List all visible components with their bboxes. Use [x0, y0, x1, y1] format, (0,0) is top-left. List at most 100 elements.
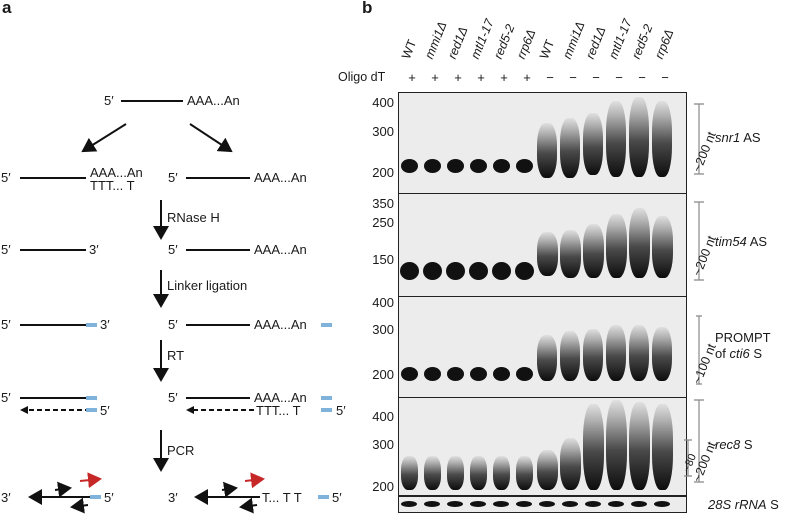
gel-smear	[447, 456, 464, 490]
label-cti6: of cti6 S	[715, 346, 762, 361]
gel-smear	[537, 123, 557, 178]
gel2-tick-bot: 150	[372, 252, 394, 267]
r4-left-linker	[86, 396, 97, 400]
gel-smear	[652, 404, 673, 490]
gel-band	[585, 501, 601, 507]
r5-right-3prime: 3′	[168, 490, 178, 505]
gel4-tick-mid: 300	[372, 437, 394, 452]
r2-right-line	[186, 249, 250, 251]
right-rna-line	[186, 177, 250, 179]
label-28s: 28S rRNA S	[708, 497, 779, 512]
panel-a-label: a	[2, 0, 12, 17]
gel-smear	[629, 402, 650, 490]
r4-left-5prime: 5′	[1, 390, 11, 405]
r4-right-linker	[321, 396, 332, 400]
gel1-tick-top: 400	[372, 95, 394, 110]
left-oligo-dt: TTT... T	[90, 178, 135, 193]
label-tim54-rest: AS	[746, 234, 768, 249]
top-rna-line	[121, 100, 183, 102]
gel-band	[493, 159, 510, 173]
r4-right-polya: AAA...An	[254, 390, 307, 405]
gel-smear	[537, 450, 558, 490]
gel-snr1	[398, 92, 687, 194]
gel-28s	[398, 496, 687, 513]
r3-left-5prime: 5′	[1, 317, 11, 332]
oligo-sign: +	[523, 70, 531, 85]
panel-b-label: b	[362, 0, 373, 17]
r2-left-3prime: 3′	[89, 242, 99, 257]
gel-smear	[652, 216, 673, 278]
gel-smear	[606, 101, 626, 177]
label-tim54: tim54 AS	[715, 234, 767, 249]
label-cti6-of: of	[715, 346, 730, 361]
r5-left-linker	[90, 495, 101, 499]
gel-band	[516, 159, 533, 173]
top-5prime: 5′	[104, 93, 114, 108]
label-28s-rest: S	[766, 497, 779, 512]
gel-band	[470, 159, 487, 173]
gel-band	[424, 159, 441, 173]
gel1-tick-mid: 300	[372, 124, 394, 139]
oligo-dt-label: Oligo dT	[338, 70, 386, 84]
gel-band	[424, 501, 440, 507]
gel-band	[401, 159, 418, 173]
gel-band	[516, 501, 532, 507]
gel-rec8	[398, 397, 687, 496]
step-rnase-h: RNase H	[167, 210, 220, 225]
oligo-sign: −	[569, 70, 577, 85]
gel-smear	[583, 329, 603, 381]
label-prompt: PROMPT	[715, 330, 771, 345]
r2-right-5prime: 5′	[168, 242, 178, 257]
gel4-tick-top: 400	[372, 409, 394, 424]
right-polya: AAA...An	[254, 170, 307, 185]
oligo-sign: +	[431, 70, 439, 85]
gel-smear	[606, 325, 626, 381]
gel-smear	[560, 118, 580, 178]
r4-right-line	[186, 397, 250, 399]
gel2-tick-mid: 250	[372, 215, 394, 230]
gel-band	[539, 501, 555, 507]
label-tim54-italic: tim54	[715, 234, 747, 249]
gel-smear	[583, 404, 604, 490]
gel-band	[469, 262, 488, 280]
r5-right-linker	[318, 495, 329, 499]
r3-right-line	[186, 324, 250, 326]
label-rec8-rest: S	[740, 437, 753, 452]
label-cti6-rest: S	[749, 346, 762, 361]
gel-band	[470, 501, 486, 507]
gel1-tick-bot: 200	[372, 165, 394, 180]
r2-right-polya: AAA...An	[254, 242, 307, 257]
label-snr1: snr1 AS	[715, 130, 761, 145]
left-rna-line	[20, 177, 86, 179]
gel3-tick-bot: 200	[372, 367, 394, 382]
gel-band	[401, 501, 417, 507]
r2-left-5prime: 5′	[1, 242, 11, 257]
r4-right-oligo: TTT... T	[256, 403, 301, 418]
oligo-sign: −	[592, 70, 600, 85]
step-pcr: PCR	[167, 443, 195, 458]
gel-band	[401, 367, 418, 381]
r3-left-3prime: 3′	[100, 317, 110, 332]
gel-band	[631, 501, 647, 507]
gel4-tick-bot: 200	[372, 479, 394, 494]
right-5prime: 5′	[168, 170, 178, 185]
gel-smear	[537, 335, 557, 381]
left-5prime: 5′	[1, 170, 11, 185]
gel-smear	[493, 456, 510, 490]
oligo-sign: −	[615, 70, 623, 85]
gel-band	[492, 262, 511, 280]
label-snr1-italic: snr1	[715, 130, 741, 145]
r5-right-seq: T... T T	[262, 490, 302, 505]
label-rec8-italic: rec8	[715, 437, 741, 452]
gel2-tick-top: 350	[372, 196, 394, 211]
r3-left-line	[20, 324, 86, 326]
r4-right-primer	[321, 408, 332, 412]
gel-smear	[424, 456, 441, 490]
gel-band	[400, 262, 419, 280]
oligo-sign: +	[500, 70, 508, 85]
gel-band	[446, 262, 465, 280]
label-cti6-italic: cti6	[729, 346, 750, 361]
gel-smear	[583, 113, 603, 175]
gel-smear	[652, 101, 672, 177]
